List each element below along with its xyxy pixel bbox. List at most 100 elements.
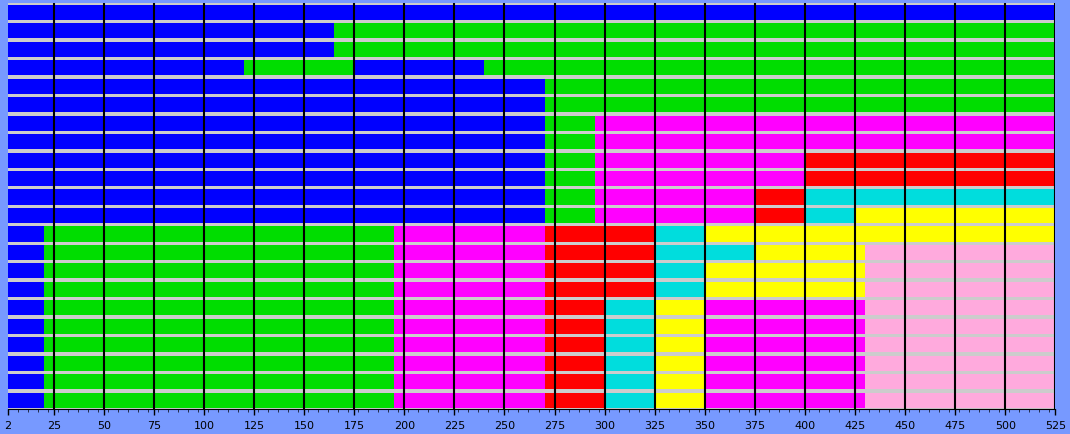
Bar xyxy=(865,338,1055,352)
Bar xyxy=(7,116,545,132)
Bar xyxy=(545,227,655,242)
Bar xyxy=(595,190,754,205)
Bar xyxy=(7,356,44,371)
Bar xyxy=(545,393,605,408)
Bar xyxy=(7,24,334,39)
Bar xyxy=(705,319,865,334)
Bar xyxy=(395,227,545,242)
Bar xyxy=(354,61,485,76)
Bar xyxy=(545,338,605,352)
Bar xyxy=(655,282,705,297)
Bar xyxy=(7,208,545,224)
Bar xyxy=(545,282,655,297)
Bar xyxy=(595,116,1055,132)
Bar xyxy=(705,393,865,408)
Bar xyxy=(545,356,605,371)
Bar xyxy=(7,245,44,260)
Bar xyxy=(595,153,805,168)
Bar xyxy=(395,282,545,297)
Bar xyxy=(395,301,545,316)
Bar xyxy=(754,208,805,224)
Bar xyxy=(545,171,595,187)
Bar xyxy=(7,6,1055,21)
Bar xyxy=(7,301,44,316)
Bar xyxy=(705,356,865,371)
Bar xyxy=(705,264,865,279)
Bar xyxy=(44,264,395,279)
Bar xyxy=(545,116,595,132)
Bar xyxy=(805,171,1055,187)
Bar xyxy=(395,245,545,260)
Bar xyxy=(7,282,44,297)
Bar xyxy=(7,227,44,242)
Bar xyxy=(485,61,1055,76)
Bar xyxy=(545,98,1055,113)
Bar xyxy=(805,153,1055,168)
Bar xyxy=(865,319,1055,334)
Bar xyxy=(545,374,605,389)
Bar xyxy=(7,264,44,279)
Bar xyxy=(655,338,705,352)
Bar xyxy=(545,135,595,150)
Bar xyxy=(595,135,1055,150)
Bar xyxy=(7,135,545,150)
Bar xyxy=(44,338,395,352)
Bar xyxy=(655,319,705,334)
Bar xyxy=(855,208,1055,224)
Bar xyxy=(44,393,395,408)
Bar xyxy=(7,79,545,95)
Bar xyxy=(605,356,655,371)
Bar xyxy=(395,319,545,334)
Bar xyxy=(7,393,44,408)
Bar xyxy=(44,227,395,242)
Bar xyxy=(754,245,865,260)
Bar xyxy=(334,24,1055,39)
Bar xyxy=(7,374,44,389)
Bar xyxy=(545,319,605,334)
Bar xyxy=(655,356,705,371)
Bar xyxy=(705,374,865,389)
Bar xyxy=(545,245,655,260)
Bar xyxy=(44,374,395,389)
Bar xyxy=(545,79,1055,95)
Bar xyxy=(545,301,605,316)
Bar xyxy=(605,338,655,352)
Bar xyxy=(545,208,595,224)
Bar xyxy=(7,61,244,76)
Bar xyxy=(865,393,1055,408)
Bar xyxy=(655,264,705,279)
Bar xyxy=(705,301,865,316)
Bar xyxy=(754,190,805,205)
Bar xyxy=(655,374,705,389)
Bar xyxy=(395,264,545,279)
Bar xyxy=(244,61,354,76)
Bar xyxy=(705,227,1055,242)
Bar xyxy=(805,190,1055,205)
Bar xyxy=(545,153,595,168)
Bar xyxy=(655,301,705,316)
Bar xyxy=(7,153,545,168)
Bar xyxy=(705,282,865,297)
Bar xyxy=(44,245,395,260)
Bar xyxy=(395,374,545,389)
Bar xyxy=(545,190,595,205)
Bar xyxy=(605,301,655,316)
Bar xyxy=(334,43,1055,58)
Bar xyxy=(44,282,395,297)
Bar xyxy=(44,356,395,371)
Bar xyxy=(7,319,44,334)
Bar xyxy=(545,264,655,279)
Bar xyxy=(7,338,44,352)
Bar xyxy=(655,227,705,242)
Bar xyxy=(655,393,705,408)
Bar xyxy=(865,374,1055,389)
Bar xyxy=(7,171,545,187)
Bar xyxy=(395,356,545,371)
Bar xyxy=(805,208,855,224)
Bar xyxy=(395,338,545,352)
Bar xyxy=(605,374,655,389)
Bar xyxy=(395,393,545,408)
Bar xyxy=(595,171,805,187)
Bar xyxy=(705,338,865,352)
Bar xyxy=(605,319,655,334)
